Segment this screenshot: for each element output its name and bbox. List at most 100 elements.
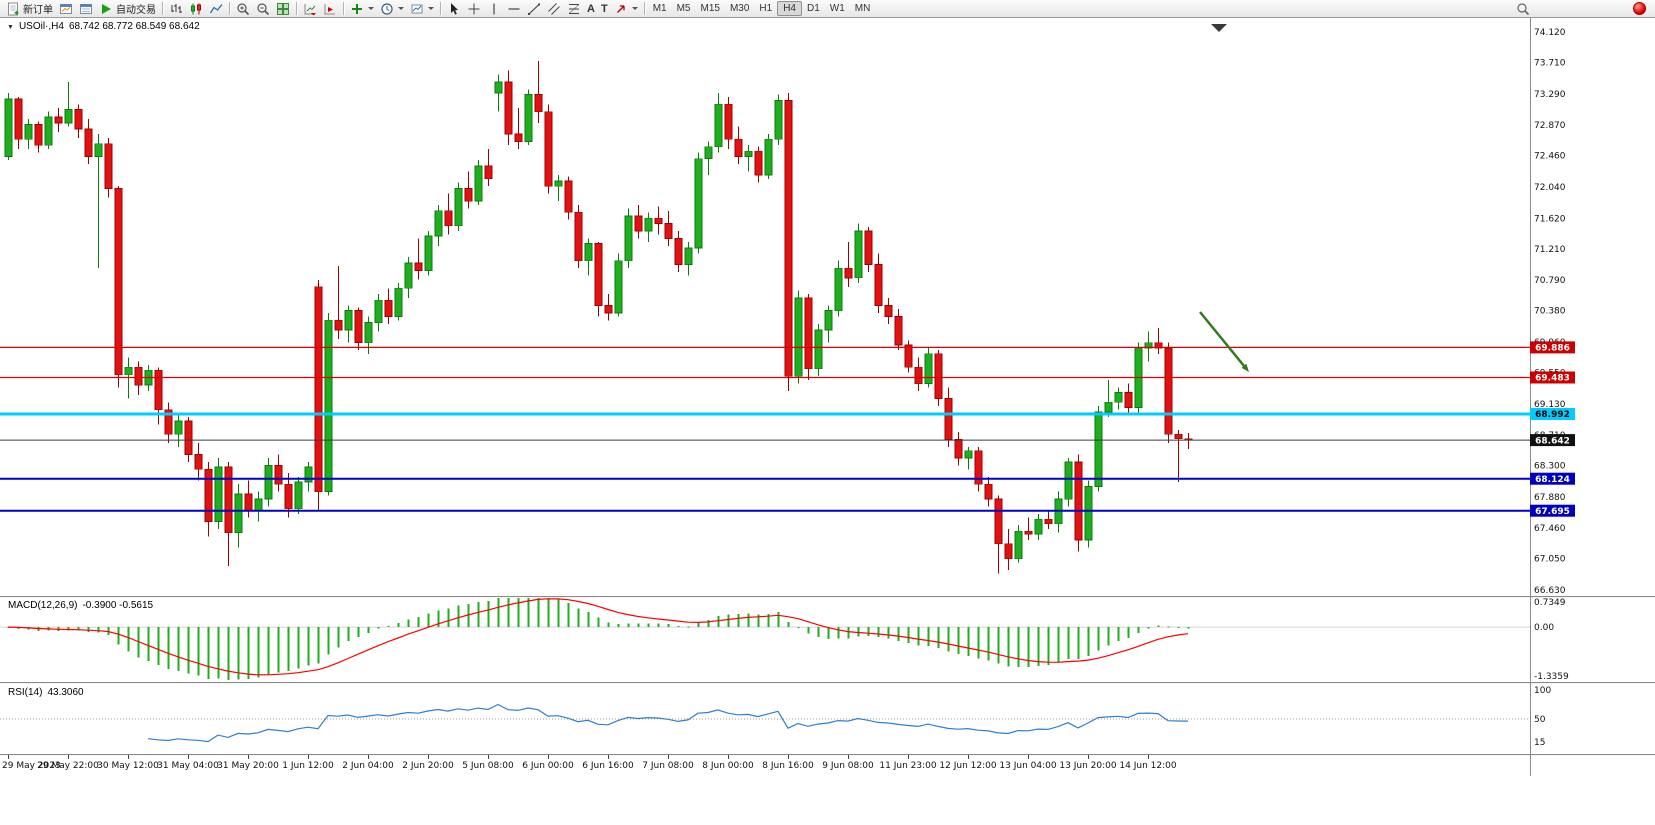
chart-window[interactable]: 74.120 73.710 73.290 72.870 72.460 72.040 71.6… (0, 18, 1655, 825)
autotrading-button[interactable]: 自动交易 (96, 1, 159, 17)
one-click-trading-icon[interactable]: ▼ (7, 24, 14, 31)
timeframe-m1-button[interactable]: M1 (652, 3, 667, 14)
timeframe-h1-button[interactable]: H1 (759, 3, 773, 14)
arrange-windows-button[interactable] (273, 1, 293, 17)
trendline-tool-button[interactable] (524, 1, 544, 17)
templates-button[interactable] (407, 1, 437, 17)
timeframe-m15-button[interactable]: M15 (700, 3, 720, 14)
chart-shift-icon (324, 3, 335, 14)
channel-tool-button[interactable] (544, 1, 564, 17)
chart-shift-button[interactable] (320, 1, 340, 17)
svg-text:72.040: 72.040 (1534, 183, 1566, 193)
toolbar-separator (643, 2, 645, 15)
svg-text:67.695: 67.695 (1535, 507, 1570, 517)
dropdown-caret-icon (368, 7, 374, 10)
svg-text:68.992: 68.992 (1535, 410, 1570, 420)
rsi-line (147, 703, 1189, 743)
zoom-out-icon (257, 2, 270, 15)
zoom-in-icon (237, 2, 250, 15)
price-tag (1530, 472, 1575, 485)
trend-arrow-head (1241, 363, 1249, 372)
fibonacci-tool-button[interactable] (564, 1, 584, 17)
new-order-icon (8, 2, 19, 15)
text-tool-button[interactable]: A (584, 1, 598, 17)
svg-text:0.7349: 0.7349 (1534, 598, 1566, 608)
svg-text:5 Jun 08:00: 5 Jun 08:00 (462, 761, 514, 771)
auto-scroll-button[interactable] (300, 1, 320, 17)
crosshair-icon (468, 3, 480, 14)
horizontal-line-tool-button[interactable] (504, 1, 524, 17)
candlestick-series[interactable] (4, 61, 1193, 574)
market-watch-button[interactable] (56, 1, 76, 17)
svg-text:68.642: 68.642 (1535, 436, 1570, 446)
svg-text:7 Jun 08:00: 7 Jun 08:00 (642, 761, 694, 771)
trendline-icon (528, 3, 540, 15)
svg-text:12 Jun 12:00: 12 Jun 12:00 (939, 761, 996, 771)
svg-text:73.290: 73.290 (1534, 90, 1566, 100)
svg-text:2 Jun 04:00: 2 Jun 04:00 (342, 761, 394, 771)
rsi-value: 43.3060 (47, 687, 84, 698)
trend-arrow-annotation[interactable] (1199, 311, 1245, 367)
toolbar: 新订单 自动交易 (0, 0, 1655, 18)
text-tool-icon: A (587, 2, 595, 15)
indicators-button[interactable] (347, 1, 377, 17)
svg-text:1 Jun 12:00: 1 Jun 12:00 (282, 761, 334, 771)
svg-text:2 Jun 20:00: 2 Jun 20:00 (402, 761, 454, 771)
price-tag (1530, 434, 1575, 447)
timeframe-mn-button[interactable]: MN (854, 3, 871, 14)
svg-text:31 May 20:00: 31 May 20:00 (217, 761, 279, 771)
svg-text:69.886: 69.886 (1535, 344, 1570, 354)
svg-text:50: 50 (1534, 715, 1546, 725)
timeframe-w1-button[interactable]: W1 (829, 3, 845, 14)
price-tags: 69.886 69.483 68.992 68.642 68.124 67.695 (1530, 341, 1575, 517)
svg-text:71.210: 71.210 (1534, 245, 1566, 255)
equidistant-channel-icon (548, 2, 560, 15)
timeframe-d1-button[interactable]: D1 (807, 3, 820, 14)
line-chart-button[interactable] (206, 1, 226, 17)
text-label-tool-button[interactable]: T (598, 1, 611, 17)
price-tag (1530, 371, 1575, 384)
bar-chart-button[interactable] (166, 1, 186, 17)
toolbar-separator (440, 2, 441, 15)
timeframe-m30-button[interactable]: M30 (729, 3, 750, 14)
text-label-icon: T (600, 2, 608, 15)
svg-text:67.880: 67.880 (1534, 493, 1566, 503)
cursor-tool-button[interactable] (444, 1, 464, 17)
toolbar-separator (162, 2, 163, 15)
dropdown-caret-icon (398, 7, 404, 10)
dropdown-caret-icon (428, 7, 434, 10)
timeframe-m5-button[interactable]: M5 (676, 3, 691, 14)
timeframe-h4-button[interactable]: H4 (777, 1, 802, 16)
periods-button[interactable] (377, 1, 407, 17)
svg-text:69.130: 69.130 (1534, 400, 1566, 410)
svg-text:14 Jun 12:00: 14 Jun 12:00 (1119, 761, 1176, 771)
clock-icon (381, 2, 393, 15)
svg-text:67.460: 67.460 (1534, 524, 1566, 534)
data-window-button[interactable] (76, 1, 96, 17)
macd-label: MACD(12,26,9) -0.3900 -0.5615 (8, 600, 158, 611)
search-button[interactable] (1513, 1, 1533, 17)
autotrading-label: 自动交易 (116, 5, 156, 16)
line-chart-icon (209, 3, 223, 13)
svg-text:11 Jun 23:00: 11 Jun 23:00 (879, 761, 936, 771)
svg-text:15: 15 (1534, 738, 1545, 748)
crosshair-tool-button[interactable] (464, 1, 484, 17)
vertical-line-tool-button[interactable] (484, 1, 504, 17)
search-icon (1517, 2, 1530, 15)
zoom-in-button[interactable] (233, 1, 253, 17)
chart-symbol-period: USOil·,H4 (18, 21, 64, 32)
svg-text:9 Jun 08:00: 9 Jun 08:00 (822, 761, 874, 771)
price-tag (1530, 341, 1575, 354)
notification-badge[interactable] (1633, 2, 1646, 15)
chart-shift-marker[interactable] (1211, 24, 1227, 32)
autotrading-play-icon (102, 3, 111, 14)
svg-text:72.870: 72.870 (1534, 121, 1566, 131)
svg-text:8 Jun 00:00: 8 Jun 00:00 (702, 761, 754, 771)
svg-text:68.124: 68.124 (1535, 475, 1570, 485)
candlestick-chart-button[interactable] (186, 1, 206, 17)
zoom-out-button[interactable] (253, 1, 273, 17)
chart-canvas[interactable]: 74.120 73.710 73.290 72.870 72.460 72.040 71.6… (0, 18, 1655, 825)
arrows-tool-button[interactable] (611, 1, 641, 17)
new-order-button[interactable]: 新订单 (3, 1, 56, 17)
